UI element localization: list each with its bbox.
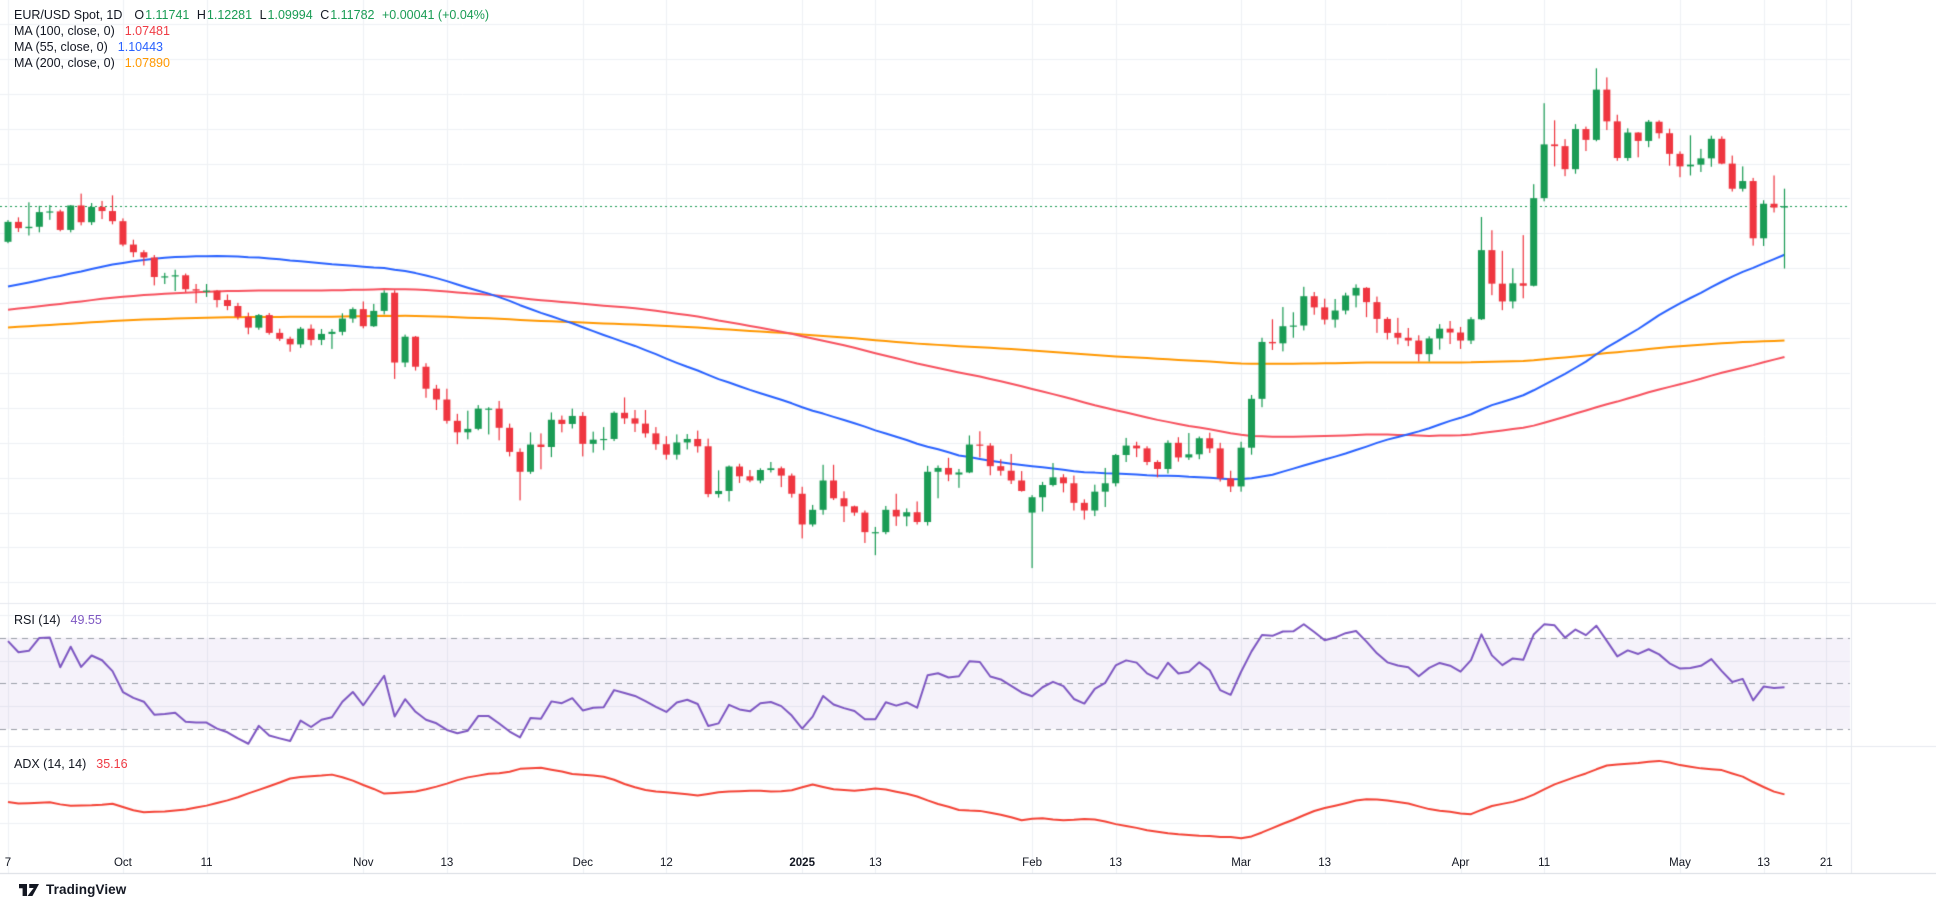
time-axis-label: Mar — [1231, 857, 1251, 869]
time-axis-label: May — [1669, 857, 1691, 869]
ohlc-group: O1.11741 H1.12281 L1.09994 C1.11782 +0.0… — [130, 7, 489, 23]
low-value: 1.09994 — [267, 8, 313, 22]
time-axis-label: 2025 — [789, 857, 815, 869]
time-axis-label: 12 — [659, 857, 673, 869]
price-axis[interactable]: 1.170001.160001.150001.140001.130001.120… — [1850, 0, 1936, 873]
open-value: 1.11741 — [145, 8, 190, 22]
adx-legend-row[interactable]: ADX (14, 14) 35.16 — [14, 756, 128, 772]
time-axis-label: 7 — [4, 857, 12, 869]
time-axis-label: 21 — [1819, 857, 1833, 869]
ma100-label: MA (100, close, 0) — [14, 24, 115, 38]
time-axis-label: Feb — [1022, 857, 1043, 869]
ma200-legend-row[interactable]: MA (200, close, 0) 1.07890 — [14, 55, 489, 71]
adx-value: 35.16 — [96, 757, 128, 771]
ma55-value: 1.10443 — [117, 40, 163, 54]
time-axis-label: Dec — [572, 857, 593, 869]
ma100-legend-row[interactable]: MA (100, close, 0) 1.07481 — [14, 23, 489, 39]
close-key: C — [320, 8, 330, 22]
time-axis-label: Oct — [113, 857, 132, 869]
ma200-label: MA (200, close, 0) — [14, 56, 115, 70]
adx-pane-legend: ADX (14, 14) 35.16 — [14, 756, 128, 772]
time-axis-label: 11 — [1538, 857, 1551, 869]
rsi-legend-row[interactable]: RSI (14) 49.55 — [14, 612, 102, 628]
symbol-title: EUR/USD Spot, 1D — [14, 8, 123, 22]
ma100-value: 1.07481 — [124, 24, 170, 38]
tradingview-icon — [19, 883, 39, 896]
symbol-legend-row[interactable]: EUR/USD Spot, 1D O1.11741 H1.12281 L1.09… — [14, 7, 489, 23]
time-axis-label: 11 — [200, 857, 213, 869]
rsi-value: 49.55 — [70, 613, 102, 627]
ma200-value: 1.07890 — [124, 56, 170, 70]
time-axis-label: 13 — [1757, 857, 1770, 869]
time-axis[interactable]: 7 Oct 11 Nov 13 Dec 12 2025 13 Feb 13 Mar 13 Apr 11 May… — [0, 850, 1850, 873]
time-axis-label: Apr — [1451, 857, 1470, 869]
time-axis-label: 13 — [868, 857, 882, 869]
main-chart-legend: EUR/USD Spot, 1D O1.11741 H1.12281 L1.09… — [14, 7, 489, 71]
tradingview-logo[interactable]: TradingView — [18, 882, 126, 897]
low-key: L — [259, 8, 267, 22]
time-axis-label: Nov — [353, 857, 374, 869]
tradingview-brand-text: TradingView — [46, 882, 127, 897]
high-key: H — [196, 8, 206, 22]
rsi-pane-legend: RSI (14) 49.55 — [14, 612, 102, 628]
high-value: 1.12281 — [206, 8, 253, 22]
open-key: O — [134, 8, 145, 22]
rsi-label: RSI (14) — [14, 613, 61, 627]
footer: TradingView — [18, 882, 126, 897]
time-axis-label: 13 — [1109, 857, 1123, 869]
time-axis-label: 13 — [1318, 857, 1332, 869]
time-axis-label: 13 — [440, 857, 454, 869]
adx-label: ADX (14, 14) — [14, 757, 87, 771]
ma55-legend-row[interactable]: MA (55, close, 0) 1.10443 — [14, 39, 489, 55]
ma55-label: MA (55, close, 0) — [14, 40, 108, 54]
change-value: +0.00041 (+0.04%) — [381, 8, 489, 22]
close-value: 1.11782 — [330, 8, 375, 22]
